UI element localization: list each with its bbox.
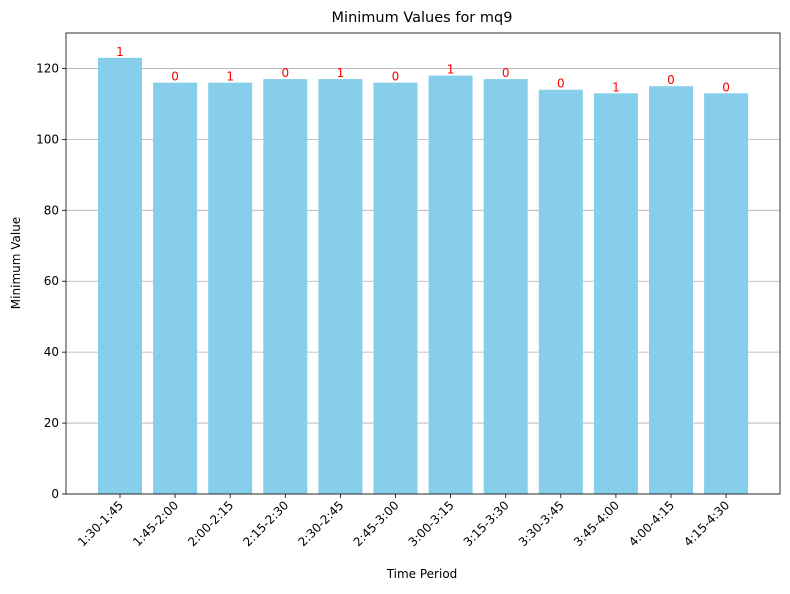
bar	[428, 75, 473, 495]
data-label: 0	[392, 70, 400, 84]
bar	[318, 79, 363, 494]
x-tick-label: 1:30-1:45	[75, 498, 126, 549]
bar	[153, 82, 198, 495]
y-tick-label: 60	[44, 274, 59, 288]
data-label: 0	[502, 66, 510, 80]
chart-title: Minimum Values for mq9	[332, 10, 513, 26]
x-tick-label: 4:15-4:30	[681, 498, 732, 549]
data-label: 0	[667, 73, 675, 87]
bar	[538, 89, 583, 494]
y-tick-label: 40	[44, 345, 59, 359]
data-label: 1	[447, 63, 455, 77]
bar	[483, 79, 528, 494]
bar	[593, 93, 638, 495]
x-axis-label: Time Period	[386, 567, 458, 581]
bar	[208, 82, 253, 495]
y-tick-label: 120	[36, 61, 59, 75]
data-label: 0	[557, 77, 565, 91]
y-tick-label: 0	[51, 487, 59, 501]
x-tick-label: 3:30-3:45	[516, 498, 567, 549]
x-tick-label: 2:30-2:45	[295, 498, 346, 549]
axes-layer	[65, 32, 781, 495]
x-tick-label: 2:00-2:15	[185, 498, 236, 549]
y-tick-label: 100	[36, 132, 59, 146]
annotations-layer: 1 0 1 0 1 0 1 0 0 1 0 0	[116, 45, 730, 94]
y-tick-label: 80	[44, 203, 59, 217]
y-axis-label: Minimum Value	[9, 217, 23, 309]
data-label: 1	[337, 66, 345, 80]
bar	[373, 82, 418, 495]
data-label: 1	[116, 45, 124, 59]
x-tick-label: 2:15-2:30	[240, 498, 291, 549]
x-tick-label: 4:00-4:15	[626, 498, 677, 549]
data-label: 0	[171, 70, 179, 84]
data-label: 1	[226, 70, 234, 84]
data-label: 0	[722, 80, 730, 94]
x-tick-label: 3:00-3:15	[406, 498, 457, 549]
data-label: 1	[612, 80, 620, 94]
bar	[649, 86, 693, 494]
data-label: 0	[281, 66, 289, 80]
y-tick-label: 20	[44, 416, 59, 430]
x-tick-label: 3:45-4:00	[571, 498, 622, 549]
bar	[98, 57, 142, 494]
bar	[704, 93, 749, 495]
bar	[263, 79, 308, 494]
x-tick-label: 2:45-3:00	[351, 498, 402, 549]
bars-layer	[98, 57, 749, 495]
plot-frame	[65, 32, 781, 495]
x-tick-label: 3:15-3:30	[461, 498, 512, 549]
x-tick-label: 1:45-2:00	[130, 498, 181, 549]
